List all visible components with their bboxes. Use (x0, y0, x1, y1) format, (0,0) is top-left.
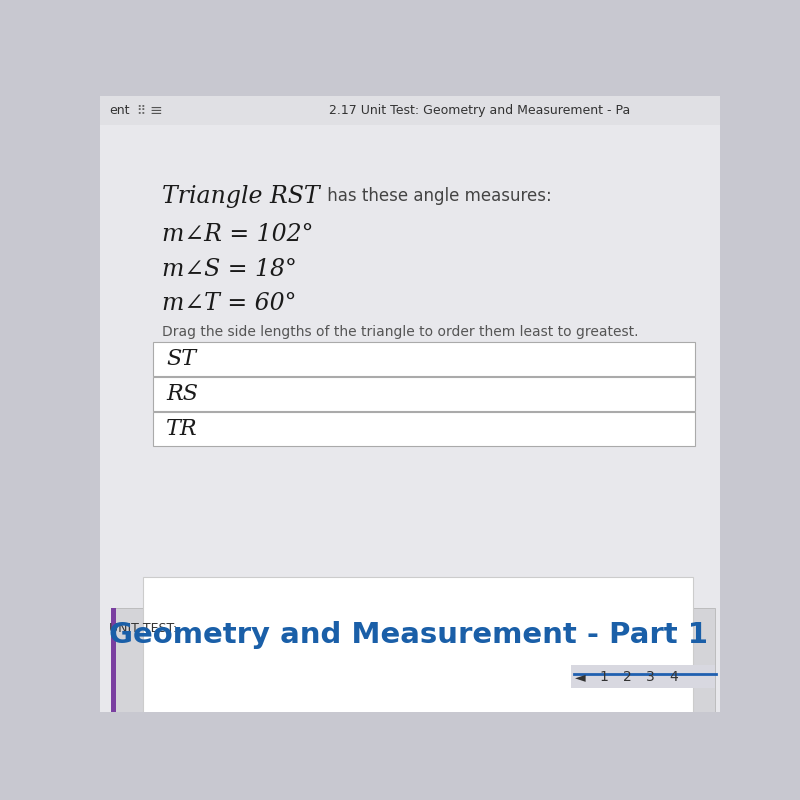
Text: UNIT TEST:: UNIT TEST: (110, 622, 178, 635)
Text: 2: 2 (622, 670, 631, 684)
Text: RS: RS (166, 383, 198, 405)
FancyBboxPatch shape (153, 412, 695, 446)
Text: has these angle measures:: has these angle measures: (322, 187, 552, 205)
FancyBboxPatch shape (153, 377, 695, 411)
Text: ST: ST (166, 348, 196, 370)
Text: m∠S = 18°: m∠S = 18° (162, 258, 297, 281)
FancyBboxPatch shape (100, 126, 720, 712)
FancyBboxPatch shape (111, 608, 115, 800)
Text: Geometry and Measurement - Part 1: Geometry and Measurement - Part 1 (110, 621, 708, 649)
FancyBboxPatch shape (100, 96, 720, 126)
Text: ⠿: ⠿ (136, 104, 145, 117)
Text: ◄: ◄ (575, 670, 586, 684)
Text: 1: 1 (599, 670, 608, 684)
Text: 4: 4 (669, 670, 678, 684)
Text: Triangle RST: Triangle RST (162, 185, 320, 208)
Text: m∠R = 102°: m∠R = 102° (162, 223, 314, 246)
FancyBboxPatch shape (571, 665, 714, 688)
FancyBboxPatch shape (153, 342, 695, 376)
Text: ≡: ≡ (150, 103, 162, 118)
Text: 2.17 Unit Test: Geometry and Measurement - Pa: 2.17 Unit Test: Geometry and Measurement… (329, 104, 630, 117)
Text: TR: TR (166, 418, 198, 440)
FancyBboxPatch shape (142, 578, 693, 800)
Text: 3: 3 (646, 670, 654, 684)
Text: ent: ent (110, 104, 130, 117)
Text: m∠T = 60°: m∠T = 60° (162, 292, 297, 315)
Text: Drag the side lengths of the triangle to order them least to greatest.: Drag the side lengths of the triangle to… (162, 326, 638, 339)
FancyBboxPatch shape (111, 608, 715, 800)
